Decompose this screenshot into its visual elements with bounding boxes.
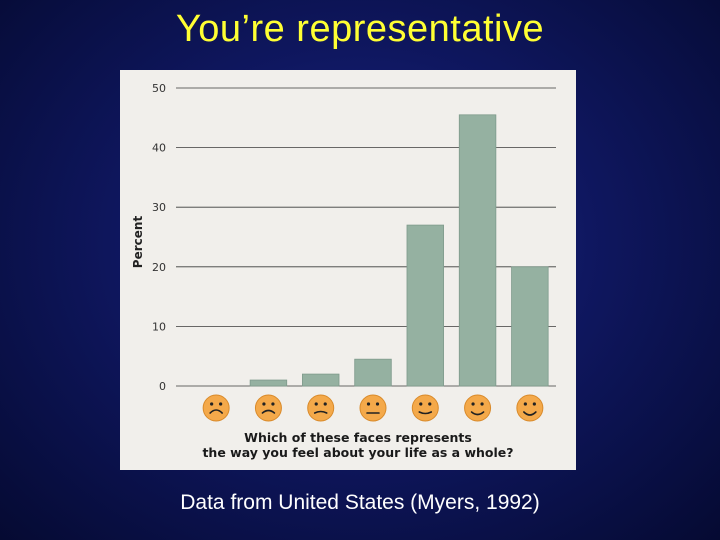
- chart-panel: 0 10 20 30 40 50 Percent Which of these faces…: [120, 70, 576, 470]
- slightly-happy-face: [411, 394, 439, 422]
- neutral-face: [359, 394, 387, 422]
- very-sad-face: [202, 394, 230, 422]
- very-happy-face: [516, 394, 544, 422]
- bar-neutral-face: [354, 358, 392, 387]
- slide-title: You’re representative: [175, 8, 545, 50]
- bar-happy-face: [458, 114, 497, 387]
- x-axis-question-line-2: the way you feel about your life as a wh…: [202, 445, 513, 460]
- y-tick-label-0: 0: [159, 380, 166, 393]
- x-axis-question-line-1: Which of these faces represents: [244, 430, 472, 445]
- y-tick-label-10: 10: [152, 320, 166, 333]
- bar-sad-face: [249, 379, 288, 387]
- happy-face: [464, 394, 492, 422]
- bar-slightly-happy-face: [406, 224, 444, 387]
- y-tick-label-50: 50: [152, 82, 166, 95]
- bar-slightly-sad-face: [302, 373, 340, 387]
- slightly-sad-face: [307, 394, 335, 422]
- source-caption: Data from United States (Myers, 1992): [180, 491, 540, 514]
- y-tick-label-20: 20: [152, 261, 166, 274]
- bar-very-happy-face: [511, 266, 549, 387]
- y-axis-title: Percent: [131, 216, 145, 269]
- sad-face: [254, 394, 282, 422]
- bar-chart: 0 10 20 30 40 50 Percent Which of these faces…: [131, 82, 556, 460]
- y-tick-label-40: 40: [152, 142, 166, 155]
- y-tick-label-30: 30: [152, 201, 166, 214]
